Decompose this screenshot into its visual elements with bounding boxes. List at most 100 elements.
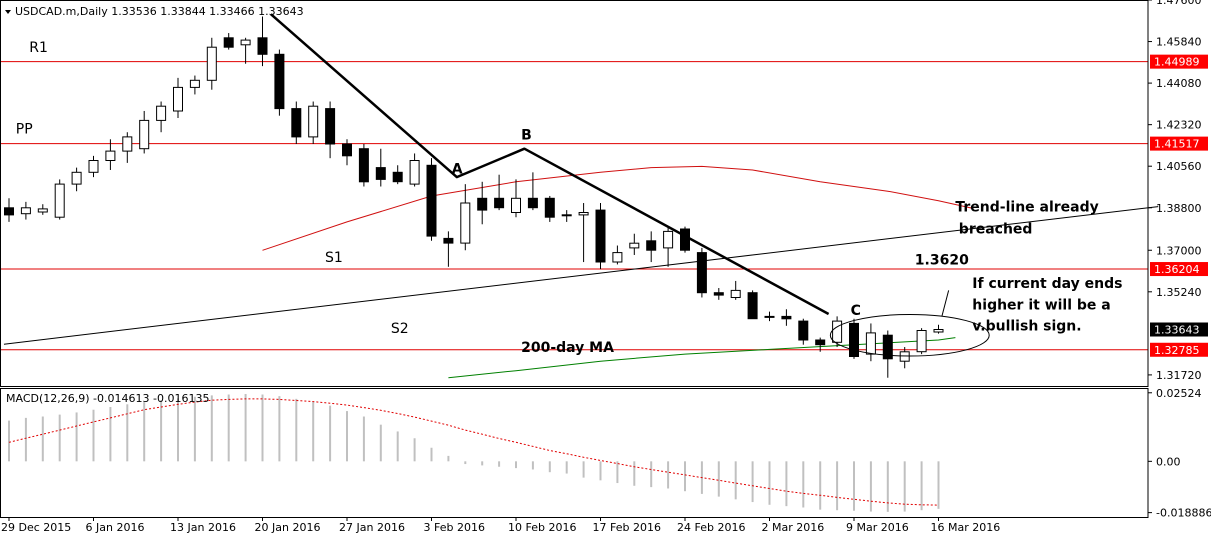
time-axis-label: 13 Jan 2016 <box>170 521 236 534</box>
annotation-b: B <box>521 127 532 143</box>
candle-body <box>54 183 65 218</box>
candle <box>713 288 724 300</box>
candle-body <box>612 252 623 263</box>
candle <box>527 172 538 211</box>
level-price-tag-label: 1.36204 <box>1154 263 1200 276</box>
candle-body <box>325 108 336 145</box>
current-price-tag-label: 1.33643 <box>1154 324 1200 337</box>
candle <box>865 323 876 362</box>
candle <box>933 324 944 334</box>
candle-body <box>37 208 48 213</box>
macd-panel <box>8 393 940 512</box>
candle <box>832 316 843 348</box>
candle-body <box>392 171 403 183</box>
candle-body <box>561 214 572 217</box>
time-axis-label: 27 Jan 2016 <box>339 521 405 534</box>
chart-frame <box>0 0 1149 518</box>
annotations: A B C R1 PP S1 S2 200-day MA 1.3620 Trend-line al… <box>16 40 1122 357</box>
candle <box>409 153 420 187</box>
candle-body <box>680 228 690 251</box>
candle <box>240 37 251 64</box>
candle-body <box>764 315 775 318</box>
current-price-tag <box>1150 322 1208 337</box>
annotation-c: C <box>851 303 861 319</box>
candle <box>37 204 48 215</box>
candle <box>257 16 268 67</box>
level-price-tag-label: 1.44989 <box>1154 56 1200 69</box>
candle-body <box>88 160 99 173</box>
trend-lines <box>3 13 1159 345</box>
candle-body <box>629 242 640 249</box>
candle <box>325 101 336 159</box>
candle <box>375 148 386 187</box>
candle <box>392 165 403 185</box>
candle <box>4 198 14 222</box>
time-axis-label: 29 Dec 2015 <box>1 521 71 534</box>
candle <box>223 33 234 50</box>
candle <box>274 49 285 116</box>
macd-axis-label: -0.018886 <box>1156 507 1211 520</box>
candle-body <box>105 150 116 162</box>
price-axis-label: 1.44080 <box>1156 77 1202 90</box>
candle <box>764 311 775 322</box>
candle <box>511 179 521 218</box>
candle <box>206 37 217 90</box>
candle-body <box>122 136 133 152</box>
candle-body <box>139 119 150 150</box>
level-price-tag-label: 1.32785 <box>1154 344 1200 357</box>
candle-body <box>815 339 826 346</box>
candle <box>663 226 674 267</box>
candle <box>815 337 826 352</box>
annotation-pp: PP <box>16 121 33 137</box>
time-axis-label: 20 Jan 2016 <box>255 521 321 534</box>
candle-body <box>291 108 302 138</box>
candle-body <box>646 240 657 251</box>
candle-body <box>206 46 217 81</box>
annotation-if-current-day-ends: If current day ends <box>972 276 1122 292</box>
candle-body <box>308 105 319 138</box>
candle <box>189 75 200 95</box>
candle <box>781 309 792 326</box>
macd-info-label: MACD(12,26,9) -0.014613 -0.016135 <box>6 392 209 405</box>
candle-body <box>511 197 521 214</box>
macd-axis-label: 0.00 <box>1156 455 1181 468</box>
candle <box>156 101 167 133</box>
annotation-1-3620: 1.3620 <box>915 252 969 268</box>
candle <box>680 226 690 253</box>
candle <box>730 280 741 300</box>
time-axis-label: 10 Feb 2016 <box>508 521 576 534</box>
price-axis-label: 1.35240 <box>1156 286 1202 299</box>
annotation-s2: S2 <box>391 321 409 337</box>
time-axis-label: 2 Mar 2016 <box>762 521 825 534</box>
time-axis-label: 16 Mar 2016 <box>931 521 1001 534</box>
resistance-trend-line <box>270 13 830 316</box>
candle-body <box>20 207 31 215</box>
candle-body <box>173 86 183 112</box>
candle-body <box>916 330 927 353</box>
candle-body <box>71 171 82 185</box>
candle-body <box>849 322 859 357</box>
candle <box>443 231 454 267</box>
candle <box>54 179 65 220</box>
candle-body <box>342 143 352 157</box>
candle <box>308 101 319 145</box>
level-price-tag-label: 1.41517 <box>1154 138 1200 151</box>
dropdown-arrow-icon[interactable] <box>5 10 11 14</box>
time-axis: 29 Dec 2015 6 Jan 2016 13 Jan 2016 20 Jan 2… <box>1 517 1000 534</box>
candle <box>342 139 352 166</box>
time-axis-label: 24 Feb 2016 <box>677 521 745 534</box>
candle <box>139 110 150 154</box>
annotation-s1: S1 <box>325 250 343 266</box>
candle <box>646 231 657 263</box>
candle <box>71 167 82 192</box>
price-axis-label: 1.42320 <box>1156 119 1202 132</box>
candle-body <box>375 167 386 180</box>
candle <box>88 155 99 178</box>
candle-body <box>595 209 606 263</box>
support-trend-line <box>3 206 1159 345</box>
candle-body <box>494 197 505 209</box>
candle-body <box>527 197 538 209</box>
candle-body <box>781 315 792 320</box>
